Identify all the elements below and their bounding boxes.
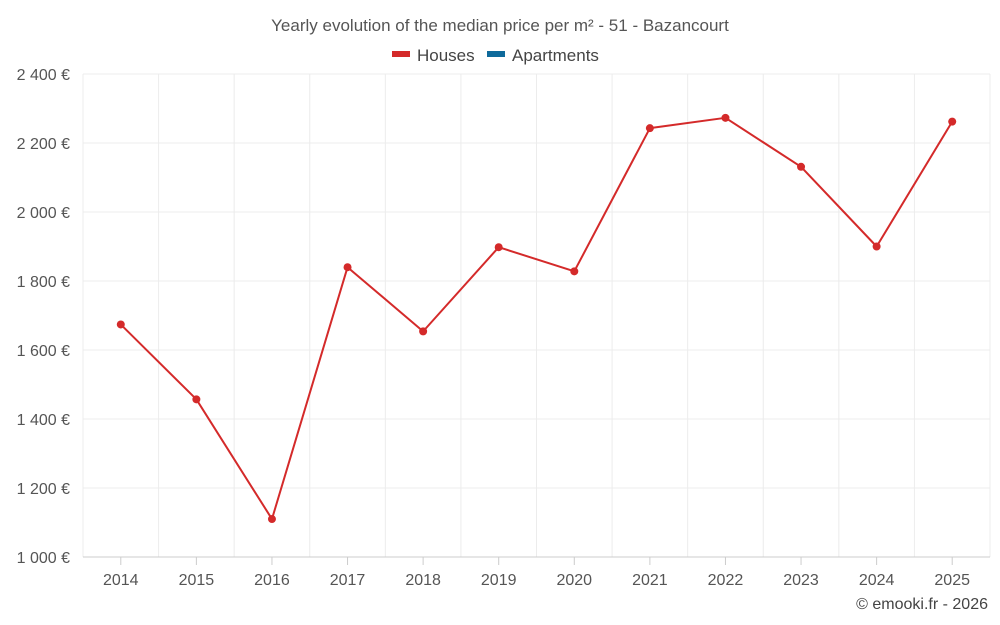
data-point-houses-2021[interactable] <box>645 124 654 133</box>
credit-text: © emooki.fr - 2026 <box>856 596 988 613</box>
y-tick-label: 2 400 € <box>17 67 70 84</box>
data-point-houses-2022[interactable] <box>721 113 730 122</box>
legend-label-houses[interactable]: Houses <box>417 46 475 65</box>
chart-title: Yearly evolution of the median price per… <box>271 16 729 35</box>
data-point-houses-2015[interactable] <box>192 395 201 404</box>
y-tick-label: 2 200 € <box>17 136 70 153</box>
legend-swatch-houses[interactable] <box>392 51 410 57</box>
x-tick-label: 2021 <box>632 572 668 589</box>
series-layer <box>116 113 957 524</box>
x-tick-label: 2015 <box>179 572 215 589</box>
x-tick-label: 2016 <box>254 572 290 589</box>
y-tick-label: 1 800 € <box>17 274 70 291</box>
data-point-houses-2016[interactable] <box>267 515 276 524</box>
y-tick-label: 1 600 € <box>17 343 70 360</box>
series-line-houses <box>120 116 954 521</box>
legend-swatch-apartments[interactable] <box>487 51 505 57</box>
x-tick-label: 2019 <box>481 572 517 589</box>
legend-label-apartments[interactable]: Apartments <box>512 46 599 65</box>
x-tick-label: 2014 <box>103 572 139 589</box>
y-tick-label: 2 000 € <box>17 205 70 222</box>
data-point-houses-2023[interactable] <box>797 162 806 171</box>
y-tick-label: 1 400 € <box>17 412 70 429</box>
grid <box>82 73 991 558</box>
data-point-houses-2020[interactable] <box>570 267 579 276</box>
data-point-houses-2024[interactable] <box>872 242 881 251</box>
data-point-houses-2019[interactable] <box>494 243 503 252</box>
x-tick-label: 2022 <box>708 572 744 589</box>
x-tick-label: 2024 <box>859 572 895 589</box>
x-tick-label: 2017 <box>330 572 366 589</box>
data-point-houses-2017[interactable] <box>343 263 352 272</box>
data-point-houses-2014[interactable] <box>116 320 125 329</box>
data-point-houses-2018[interactable] <box>419 327 428 336</box>
x-tick-label: 2018 <box>405 572 441 589</box>
legend: Houses Apartments <box>392 46 599 65</box>
x-tick-label: 2023 <box>783 572 819 589</box>
y-axis: 1 000 € 1 200 € 1 400 € 1 600 € 1 800 € 2 000… <box>17 67 70 567</box>
data-point-houses-2025[interactable] <box>948 117 957 126</box>
y-tick-label: 1 200 € <box>17 481 70 498</box>
x-axis: 2014 2015 2016 2017 2018 2019 2020 2021 2022 2023… <box>83 556 990 589</box>
x-tick-label: 2020 <box>556 572 592 589</box>
x-tick-label: 2025 <box>934 572 970 589</box>
y-tick-label: 1 000 € <box>17 550 70 567</box>
